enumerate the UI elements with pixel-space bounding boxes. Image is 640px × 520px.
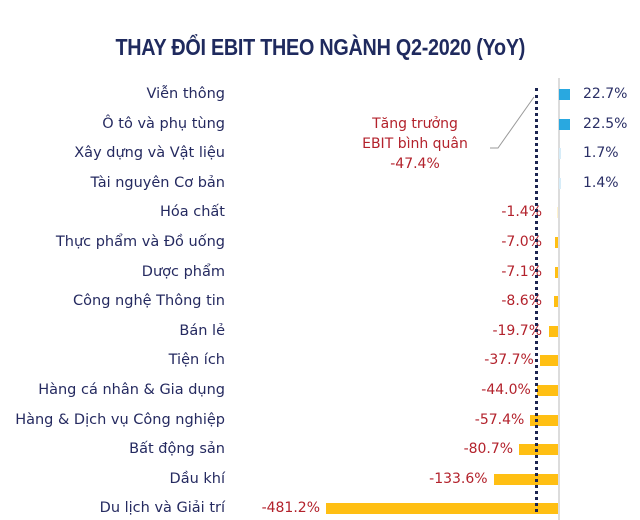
average-reference-line [535, 88, 538, 512]
value-label: 1.4% [583, 174, 619, 191]
negative-bar [493, 473, 558, 485]
annotation-line-3: -47.4% [390, 156, 440, 172]
value-label: -7.1% [501, 263, 542, 280]
value-label: -1.4% [501, 204, 542, 221]
zero-axis-line [558, 78, 560, 520]
value-label: -481.2% [261, 500, 320, 517]
category-label: Thực phẩm và Đồ uống [55, 234, 225, 250]
category-label: Tài nguyên Cơ bản [90, 174, 225, 191]
category-label: Dầu khí [169, 470, 225, 487]
category-label: Tiện ích [168, 352, 225, 369]
category-label: Hàng cá nhân & Gia dụng [38, 382, 225, 398]
annotation-line-1: Tăng trưởng [372, 116, 458, 132]
negative-bar [553, 296, 558, 308]
average-annotation: Tăng trưởng EBIT bình quân -47.4% [340, 114, 490, 174]
positive-bar [559, 148, 561, 160]
category-label: Công nghệ Thông tin [73, 293, 225, 310]
negative-bar [548, 325, 558, 337]
category-label: Du lịch và Giải trí [99, 500, 225, 517]
category-label: Dược phẩm [141, 263, 225, 280]
value-label: 22.7% [583, 86, 628, 102]
value-label: 1.7% [583, 145, 619, 162]
positive-bar [559, 118, 570, 130]
value-label: -8.6% [501, 293, 542, 310]
negative-bar [530, 414, 558, 426]
negative-bar [554, 237, 558, 248]
value-label: -7.0% [501, 234, 542, 250]
positive-bar [559, 177, 561, 189]
category-label: Bán lẻ [179, 322, 225, 339]
negative-bar [556, 207, 558, 219]
chart-title: THAY ĐỔI EBIT THEO NGÀNH Q2-2020 (YoY) [115, 34, 526, 60]
category-label: Ô tô và phụ tùng [102, 115, 225, 132]
annotation-line-2: EBIT bình quân [362, 136, 468, 152]
negative-bar [326, 503, 558, 515]
value-label: -44.0% [481, 382, 531, 398]
category-label: Hàng & Dịch vụ Công nghiệp [15, 411, 225, 428]
category-label: Xây dựng và Vật liệu [74, 145, 225, 162]
value-label: -133.6% [429, 470, 488, 487]
negative-bar [539, 355, 558, 367]
value-label: -37.7% [484, 352, 534, 369]
category-label: Bất động sản [129, 441, 225, 458]
negative-bar [554, 266, 558, 278]
value-label: -19.7% [492, 322, 542, 339]
negative-bar [519, 444, 558, 456]
category-label: Viễn thông [146, 86, 226, 102]
value-label: -80.7% [463, 441, 514, 458]
value-label: 22.5% [583, 115, 628, 132]
category-label: Hóa chất [159, 204, 225, 221]
negative-bar [536, 385, 558, 396]
positive-bar [559, 89, 570, 100]
value-label: -57.4% [474, 411, 525, 428]
